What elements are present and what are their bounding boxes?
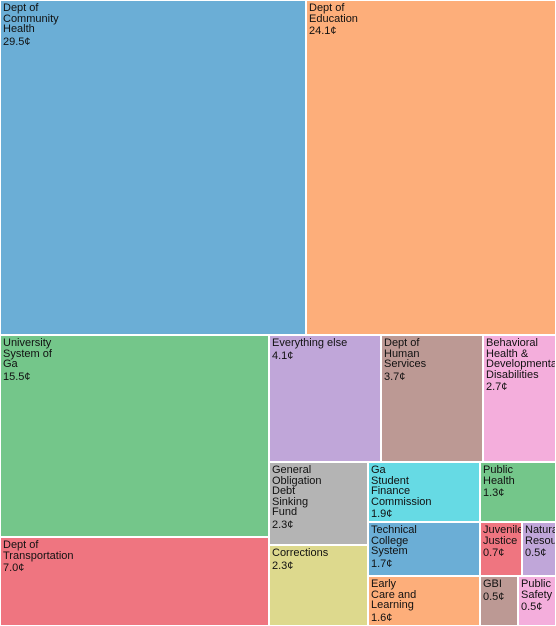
treemap-tile: Ga Student Finance Commission 1.9¢ [368, 462, 480, 522]
tile-label: Dept of Community Health [3, 2, 59, 35]
treemap-tile: Dept of Community Health 29.5¢ [0, 0, 306, 335]
tile-text: Dept of Transportation 7.0¢ [3, 540, 74, 574]
tile-value: 7.0¢ [3, 562, 25, 574]
tile-text: University System of Ga 15.5¢ [3, 338, 52, 382]
tile-value: 29.5¢ [3, 35, 31, 48]
tile-value: 1.7¢ [371, 557, 393, 570]
tile-label: Early Care and Learning [371, 578, 417, 611]
tile-text: General Obligation Debt Sinking Fund 2.3¢ [272, 465, 322, 530]
tile-text: Everything else 4.1¢ [272, 338, 347, 361]
tile-value: 24.1¢ [309, 25, 337, 37]
tile-label: Natural Resources [525, 524, 555, 547]
tile-label: Behavioral Health & Developmental Disabi… [486, 337, 556, 381]
tile-value: 0.5¢ [483, 590, 505, 603]
tile-value: 15.5¢ [3, 370, 31, 383]
tile-label: General Obligation Debt Sinking Fund [272, 464, 322, 518]
tile-label: University System of Ga [3, 337, 52, 370]
tile-value: 0.5¢ [525, 547, 547, 559]
treemap-tile: Juvenile Justice 0.7¢ [480, 522, 522, 576]
tile-text: Public Safety 0.5¢ [521, 579, 552, 613]
treemap-tile: Behavioral Health & Developmental Disabi… [483, 335, 556, 462]
tile-text: Corrections 2.3¢ [272, 548, 328, 571]
treemap-tile: Dept of Education 24.1¢ [306, 0, 556, 335]
treemap-tile: Dept of Transportation 7.0¢ [0, 537, 269, 626]
tile-text: Dept of Human Services 3.7¢ [384, 338, 426, 382]
tile-label: Dept of Human Services [384, 337, 427, 370]
tile-value: 0.7¢ [483, 547, 505, 559]
tile-text: Behavioral Health & Developmental Disabi… [486, 337, 556, 393]
treemap-tile: Dept of Human Services 3.7¢ [381, 335, 483, 462]
treemap-tile: Early Care and Learning 1.6¢ [368, 576, 480, 626]
tile-label: Ga Student Finance Commission [371, 464, 432, 508]
tile-value: 2.7¢ [486, 381, 508, 393]
treemap-tile: Everything else 4.1¢ [269, 335, 381, 462]
tile-label: Dept of Education [309, 2, 358, 25]
tile-value: 2.3¢ [272, 559, 294, 572]
tile-text: Early Care and Learning 1.6¢ [371, 579, 416, 623]
tile-text: Technical College System 1.7¢ [371, 525, 417, 569]
tile-label: Public Safety [521, 578, 553, 601]
treemap-tile: General Obligation Debt Sinking Fund 2.3¢ [269, 462, 368, 545]
tile-label: Public Health [483, 464, 515, 487]
treemap-tile: Corrections 2.3¢ [269, 545, 368, 626]
tile-value: 1.3¢ [483, 487, 505, 499]
tile-label: Corrections [272, 547, 329, 559]
tile-text: Public Health 1.3¢ [483, 465, 515, 499]
tile-text: Juvenile Justice 0.7¢ [483, 524, 522, 559]
tile-text: GBI 0.5¢ [483, 579, 504, 602]
treemap-tile: Technical College System 1.7¢ [368, 522, 480, 576]
tile-value: 3.7¢ [384, 370, 406, 383]
treemap-tile: GBI 0.5¢ [480, 576, 518, 626]
tile-label: GBI [483, 578, 502, 590]
tile-value: 4.1¢ [272, 349, 294, 362]
tile-value: 1.9¢ [371, 508, 393, 520]
tile-label: Technical College System [371, 524, 417, 557]
treemap-tile: Natural Resources0.5¢ [522, 522, 556, 576]
tile-text: Dept of Education 24.1¢ [309, 3, 358, 37]
treemap-tile: Public Safety 0.5¢ [518, 576, 556, 626]
tile-text: Natural Resources0.5¢ [525, 524, 555, 559]
treemap-tile: University System of Ga 15.5¢ [0, 335, 269, 537]
tile-label: Juvenile Justice [483, 524, 522, 547]
tile-value: 2.3¢ [272, 518, 294, 531]
tile-value: 1.6¢ [371, 611, 393, 624]
treemap-tile: Public Health 1.3¢ [480, 462, 556, 522]
tile-label: Dept of Transportation [3, 539, 74, 562]
tile-text: Dept of Community Health 29.5¢ [3, 3, 59, 47]
tile-label: Everything else [272, 337, 348, 349]
tile-text: Ga Student Finance Commission 1.9¢ [371, 465, 432, 520]
tile-value: 0.5¢ [521, 601, 543, 613]
